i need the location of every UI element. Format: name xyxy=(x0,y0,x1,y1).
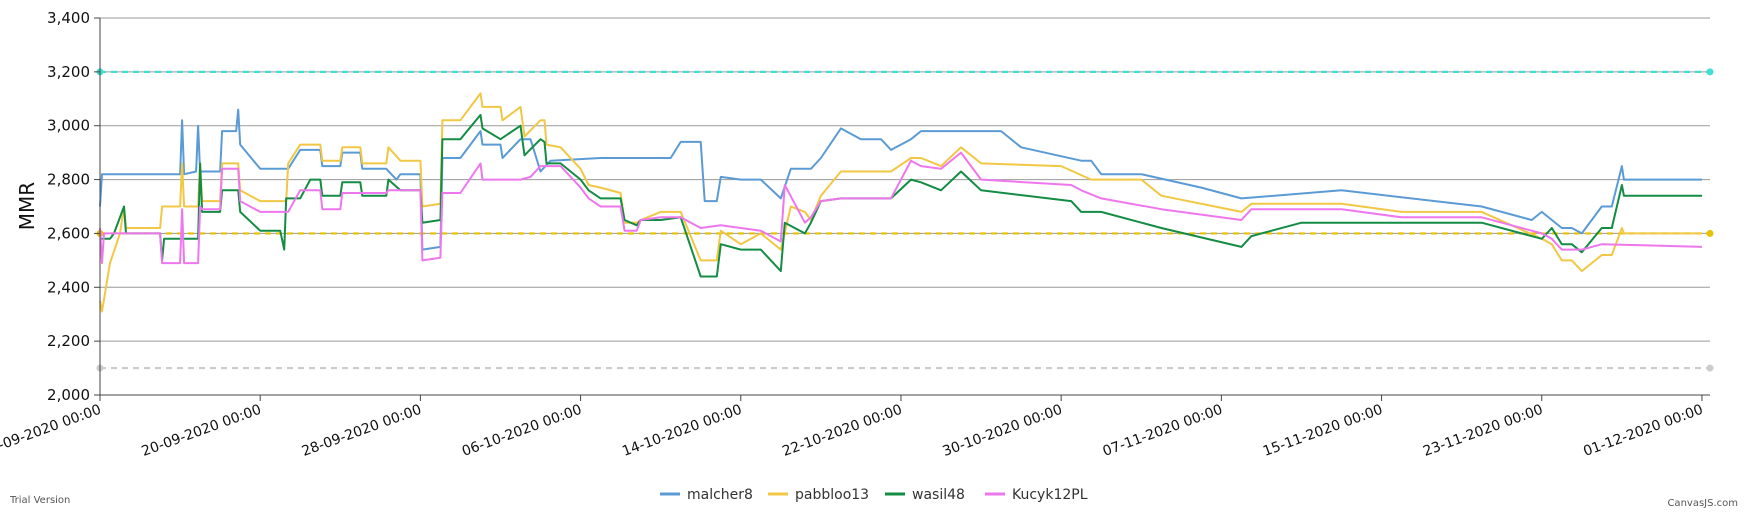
series-lines xyxy=(99,92,1703,313)
reference-line-marker xyxy=(1706,364,1714,372)
x-axis-ticks: -09-2020 00:00 20-09-2020 00:00 28-09-2020… xyxy=(0,395,1705,460)
y-tick-label: 2,000 xyxy=(47,386,90,404)
y-tick-label: 2,200 xyxy=(47,332,90,350)
trial-version-text: Trial Version xyxy=(9,495,70,506)
series-line-Kucyk12PL[interactable] xyxy=(99,151,1703,265)
x-tick-label: 01-12-2020 00:00 xyxy=(1581,402,1705,460)
y-axis-label: MMR xyxy=(15,182,39,231)
canvasjs-credit[interactable]: CanvasJS.com xyxy=(1667,498,1738,509)
series-line-pabbloo13[interactable] xyxy=(99,92,1702,313)
legend-label: pabbloo13 xyxy=(795,487,869,503)
legend-item-pabbloo13[interactable]: pabbloo13 xyxy=(768,487,869,503)
x-tick-label: 06-10-2020 00:00 xyxy=(460,402,584,460)
reference-line-marker xyxy=(1706,229,1714,237)
legend: malcher8 pabbloo13 wasil48 Kucyk12PL xyxy=(660,487,1088,503)
reference-lines xyxy=(96,68,1714,372)
x-tick-label: 20-09-2020 00:00 xyxy=(140,402,264,460)
y-tick-label: 2,600 xyxy=(47,224,90,242)
x-tick-label: 23-11-2020 00:00 xyxy=(1421,402,1545,460)
x-tick-label: -09-2020 00:00 xyxy=(0,402,103,454)
x-tick-label: 28-09-2020 00:00 xyxy=(300,402,424,460)
y-axis-ticks: 2,000 2,200 2,400 2,600 2,800 3,000 3,200 3,400 xyxy=(47,9,100,404)
legend-item-Kucyk12PL[interactable]: Kucyk12PL xyxy=(985,487,1088,503)
y-tick-label: 3,400 xyxy=(47,9,90,27)
x-tick-label: 07-11-2020 00:00 xyxy=(1101,402,1225,460)
legend-item-malcher8[interactable]: malcher8 xyxy=(660,487,753,503)
legend-label: malcher8 xyxy=(687,487,753,503)
legend-item-wasil48[interactable]: wasil48 xyxy=(885,487,965,503)
legend-label: wasil48 xyxy=(912,487,965,503)
reference-line-marker xyxy=(1706,68,1714,76)
x-tick-label: 15-11-2020 00:00 xyxy=(1261,402,1385,460)
x-tick-label: 14-10-2020 00:00 xyxy=(620,402,744,460)
legend-label: Kucyk12PL xyxy=(1012,487,1088,503)
series-line-wasil48[interactable] xyxy=(100,113,1702,278)
x-tick-label: 22-10-2020 00:00 xyxy=(780,402,904,460)
x-tick-label: 30-10-2020 00:00 xyxy=(941,402,1065,460)
y-tick-label: 3,000 xyxy=(47,117,90,135)
y-tick-label: 2,400 xyxy=(47,278,90,296)
y-tick-label: 3,200 xyxy=(47,63,90,81)
y-tick-label: 2,800 xyxy=(47,171,90,189)
series-line-malcher8[interactable] xyxy=(99,108,1702,251)
